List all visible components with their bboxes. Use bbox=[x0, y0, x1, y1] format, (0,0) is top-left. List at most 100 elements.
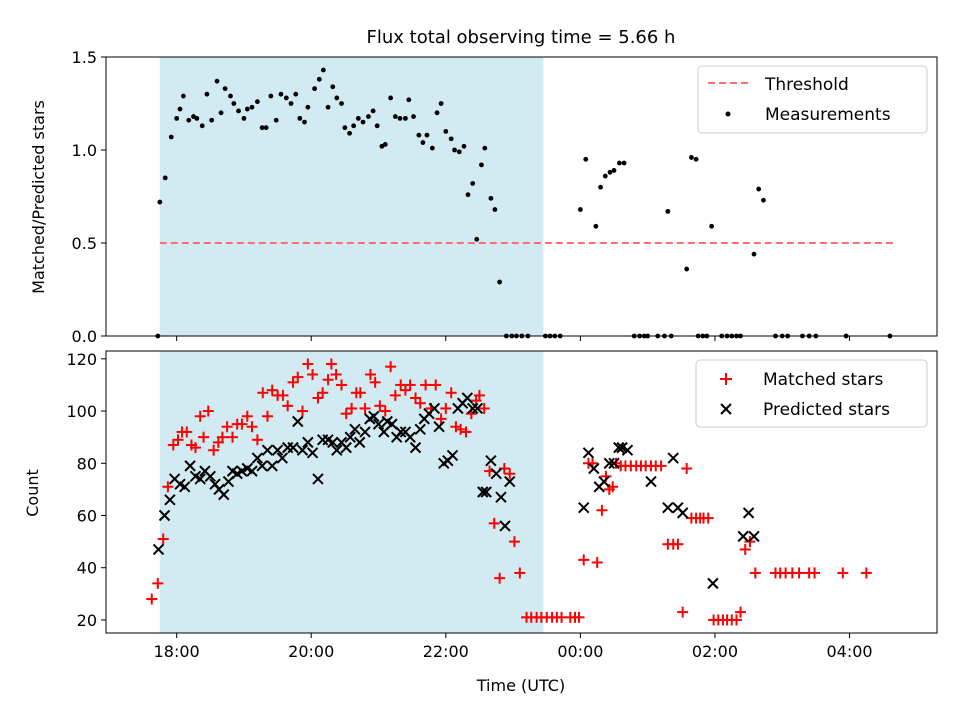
measurements-point bbox=[452, 147, 457, 153]
measurements-point bbox=[222, 86, 228, 92]
measurements-point bbox=[254, 99, 260, 105]
predicted-stars-point bbox=[395, 426, 407, 438]
matched-stars-point bbox=[702, 512, 714, 524]
measurements-point bbox=[684, 266, 690, 272]
predicted-stars-point bbox=[613, 441, 625, 454]
matched-stars-point bbox=[677, 606, 689, 618]
x-stroke-b bbox=[621, 444, 634, 456]
x-stroke-b bbox=[662, 501, 674, 514]
predicted-stars-point bbox=[302, 436, 314, 449]
matched-stars-point bbox=[655, 460, 667, 472]
x-stroke-b bbox=[433, 421, 445, 433]
measurements-point bbox=[302, 119, 307, 125]
matched-stars-point bbox=[317, 387, 329, 399]
measurements-point bbox=[443, 129, 449, 134]
predicted-stars-point bbox=[676, 507, 689, 519]
x-stroke-b bbox=[189, 470, 202, 483]
measurements-point bbox=[429, 145, 435, 151]
predicted-stars-point bbox=[349, 423, 361, 436]
predicted-stars-point bbox=[485, 454, 497, 467]
predicted-stars-point bbox=[296, 444, 309, 456]
measurements-point bbox=[236, 108, 241, 114]
measurements-point bbox=[689, 155, 694, 160]
x-stroke-b bbox=[287, 441, 299, 454]
predicted-stars-point bbox=[621, 444, 634, 456]
x-stroke-b bbox=[218, 488, 230, 501]
bottom-y-axis-label: Count bbox=[23, 469, 42, 517]
measurements-point bbox=[204, 91, 210, 97]
matched-stars-point bbox=[793, 567, 805, 579]
predicted-stars-point bbox=[504, 475, 516, 488]
y-tick-label: 1.5 bbox=[72, 48, 97, 67]
predicted-stars-point bbox=[287, 441, 299, 454]
x-stroke-b bbox=[477, 486, 489, 498]
x-stroke-b bbox=[292, 415, 304, 428]
measurements-point bbox=[244, 106, 250, 112]
matched-stars-point bbox=[414, 397, 426, 409]
measurements-point bbox=[259, 125, 265, 131]
matched-stars-point bbox=[189, 442, 201, 454]
predicted-stars-point bbox=[292, 415, 304, 428]
matched-stars-point bbox=[340, 408, 352, 420]
predicted-stars-point bbox=[645, 475, 657, 488]
predicted-stars-point bbox=[340, 441, 352, 454]
x-stroke-b bbox=[241, 462, 254, 475]
matched-stars-point bbox=[325, 358, 337, 370]
matched-stars-point bbox=[172, 434, 184, 446]
matched-stars-point bbox=[379, 405, 391, 417]
measurements-point bbox=[305, 104, 311, 110]
matched-stars-point bbox=[399, 384, 411, 396]
matched-stars-point bbox=[430, 379, 442, 391]
x-stroke-b bbox=[306, 447, 319, 459]
measurements-point bbox=[268, 93, 274, 99]
measurements-point bbox=[438, 101, 444, 106]
x-stroke-b bbox=[261, 444, 274, 456]
y-tick-label: 20 bbox=[77, 611, 97, 630]
matched-stars-point bbox=[359, 402, 371, 414]
predicted-stars-point bbox=[327, 436, 339, 449]
measurements-point bbox=[583, 156, 589, 162]
measurements-point bbox=[751, 251, 757, 257]
measurements-point bbox=[474, 236, 480, 242]
predicted-stars-point bbox=[331, 444, 343, 456]
predicted-stars-point bbox=[582, 447, 595, 459]
x-stroke-b bbox=[613, 441, 625, 454]
x-stroke-b bbox=[372, 418, 385, 430]
matched-stars-point bbox=[251, 434, 263, 446]
x-stroke-b bbox=[327, 436, 339, 449]
predicted-stars-point bbox=[158, 509, 171, 522]
matched-stars-point bbox=[198, 431, 210, 443]
x-tick-label: 22:00 bbox=[423, 642, 469, 661]
x-stroke-b bbox=[598, 475, 610, 488]
x-stroke-b bbox=[179, 481, 191, 493]
predicted-stars-point bbox=[368, 410, 380, 422]
matched-stars-point bbox=[236, 418, 248, 430]
predicted-stars-point bbox=[490, 468, 502, 480]
x-stroke-b bbox=[461, 392, 474, 404]
measurements-point bbox=[209, 117, 215, 123]
matched-stars-point bbox=[460, 426, 472, 438]
matched-stars-point bbox=[607, 481, 619, 493]
x-stroke-b bbox=[199, 465, 211, 477]
measurements-point bbox=[366, 114, 371, 119]
predicted-stars-point bbox=[467, 402, 479, 415]
matched-stars-point bbox=[508, 536, 520, 548]
matched-stars-point bbox=[735, 606, 747, 618]
measurements-point bbox=[470, 181, 476, 186]
bottom-legend: Matched stars Predicted stars bbox=[695, 359, 928, 428]
measurements-point bbox=[199, 123, 205, 129]
measurements-point bbox=[325, 104, 331, 110]
x-stroke-b bbox=[344, 431, 356, 443]
predicted-stars-point bbox=[194, 473, 206, 485]
predicted-legend-swatch bbox=[720, 403, 732, 415]
measurements-point bbox=[370, 108, 376, 114]
measurements-point bbox=[374, 123, 380, 129]
measurements-point bbox=[709, 223, 714, 229]
x-stroke-b bbox=[446, 449, 459, 462]
measurements-point bbox=[293, 91, 299, 97]
predicted-stars-point bbox=[353, 436, 366, 449]
measurements-point bbox=[186, 117, 192, 123]
predicted-stars-point bbox=[598, 475, 610, 488]
matched-stars-point bbox=[837, 567, 849, 579]
predicted-stars-point bbox=[256, 460, 268, 472]
